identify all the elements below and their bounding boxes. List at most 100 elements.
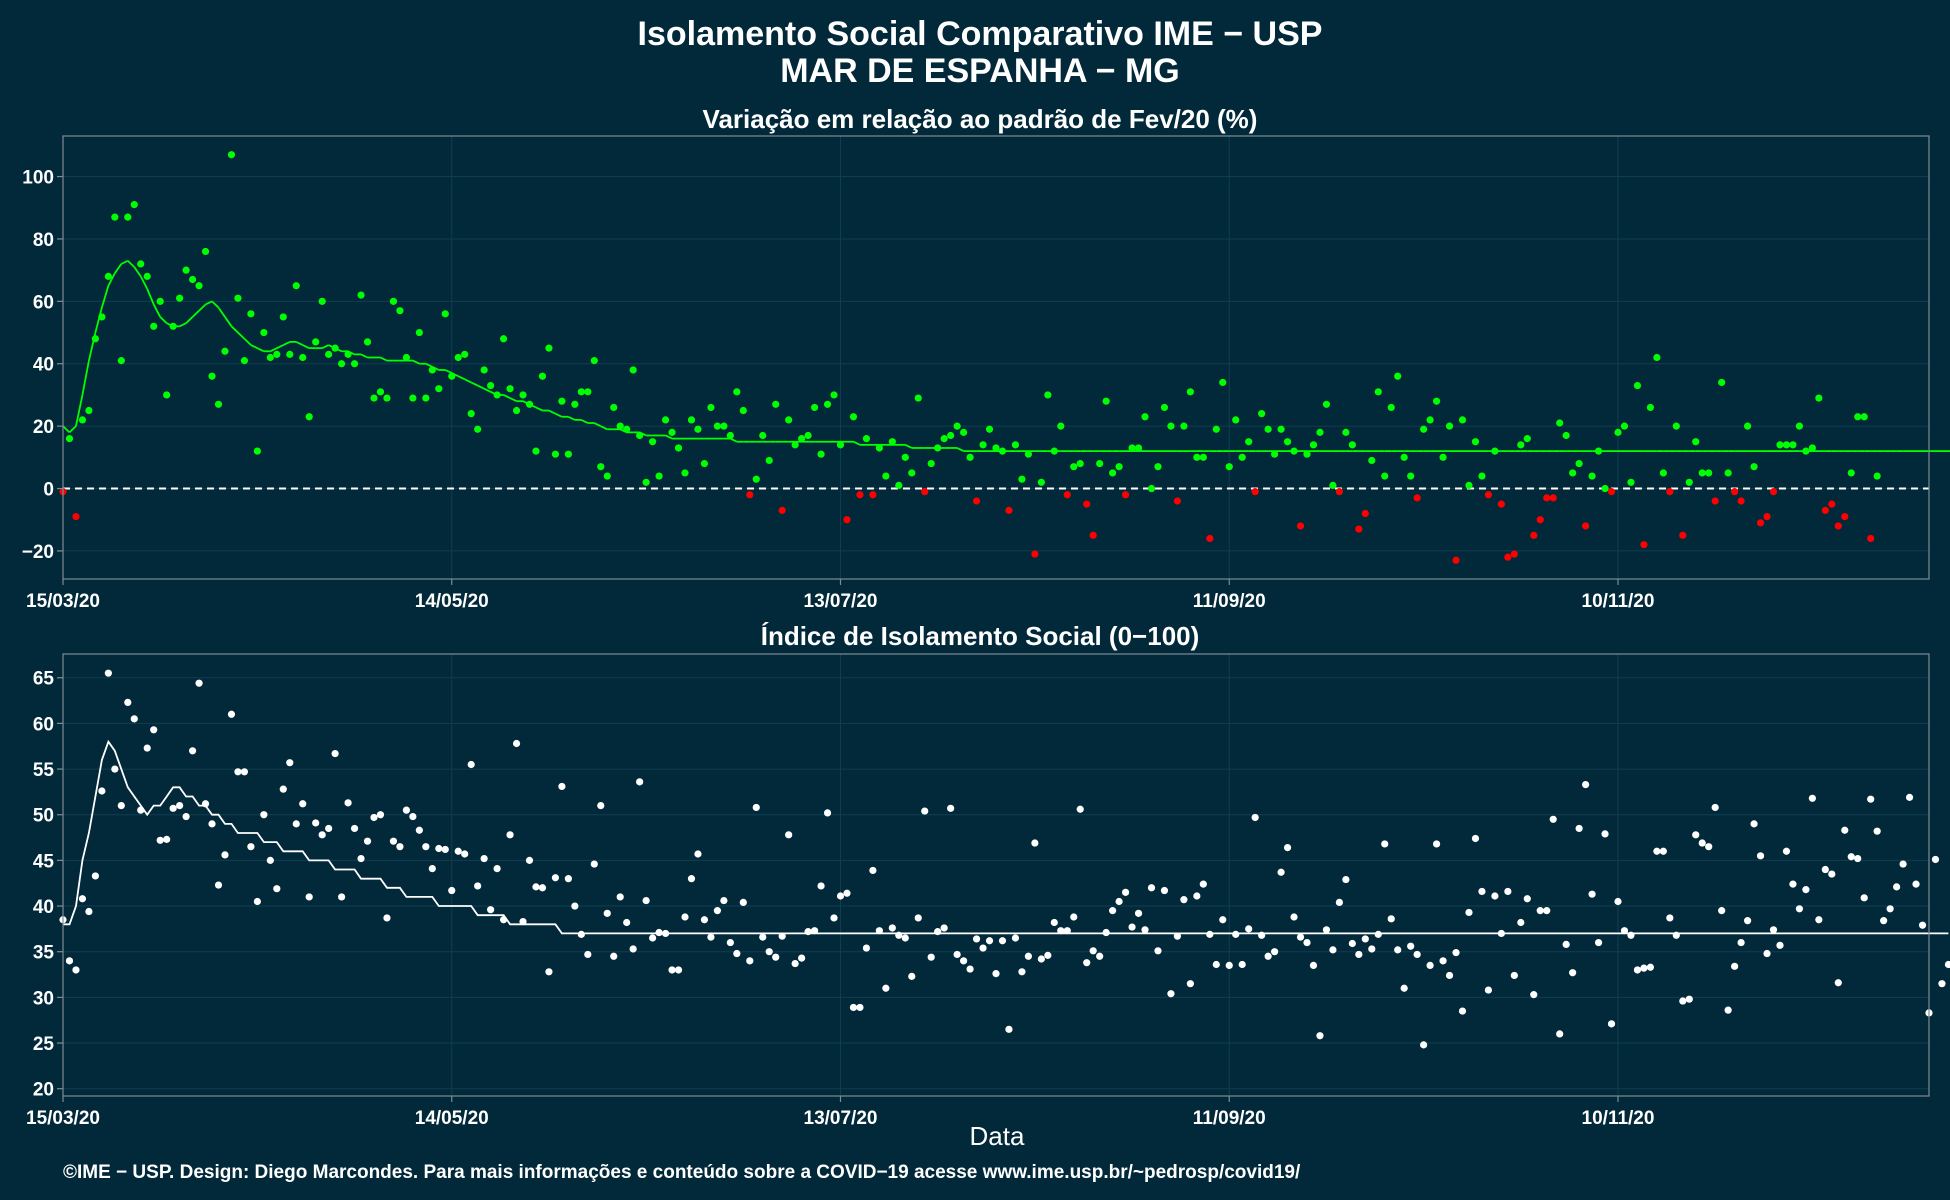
- index-point: [1329, 946, 1337, 954]
- rolling-mean-segment: [580, 419, 589, 424]
- index-point: [1251, 813, 1259, 822]
- rolling-mean-segment: [567, 415, 576, 421]
- index-point: [1309, 961, 1318, 970]
- index-point: [1549, 815, 1557, 823]
- variation-point: [584, 388, 592, 396]
- rolling-mean-segment: [146, 288, 155, 305]
- variation-point: [1050, 447, 1058, 455]
- index-point: [208, 820, 216, 828]
- variation-point: [649, 438, 657, 446]
- index-point: [1413, 950, 1421, 959]
- index-point: [1063, 927, 1071, 935]
- index-point: [1478, 887, 1486, 896]
- index-point: [1685, 995, 1693, 1003]
- index-point: [869, 866, 877, 875]
- index-point: [1361, 935, 1369, 943]
- panel2-rolling-mean: [63, 739, 1949, 935]
- variation-point: [1154, 463, 1162, 471]
- variation-point: [98, 313, 106, 321]
- y-tick-label: 100: [22, 168, 54, 189]
- variation-point: [1711, 497, 1719, 505]
- rolling-mean-segment: [483, 387, 492, 393]
- index-point: [752, 803, 760, 812]
- variation-point: [687, 416, 696, 424]
- index-point: [1167, 990, 1175, 998]
- rolling-mean-segment: [457, 375, 466, 381]
- index-point: [1128, 923, 1136, 931]
- index-point: [1640, 964, 1648, 972]
- variation-point: [383, 394, 391, 402]
- rolling-mean-segment: [237, 331, 246, 340]
- y-tick-label: 25: [33, 1034, 55, 1055]
- variation-point: [350, 360, 359, 368]
- index-point: [603, 909, 611, 917]
- index-point: [1484, 986, 1493, 994]
- variation-point: [1484, 491, 1493, 499]
- rolling-mean-segment: [62, 425, 71, 434]
- index-point: [1601, 830, 1609, 838]
- variation-point: [1620, 422, 1629, 430]
- index-point: [921, 807, 929, 815]
- variation-point: [357, 291, 365, 299]
- index-point: [759, 933, 767, 941]
- index-point: [1452, 949, 1460, 957]
- variation-point: [137, 260, 145, 268]
- variation-point: [1394, 372, 1402, 380]
- index-point: [1607, 1020, 1616, 1028]
- index-point: [830, 914, 838, 922]
- variation-point: [1776, 441, 1784, 449]
- variation-point: [810, 403, 819, 412]
- rolling-mean-segment: [230, 325, 239, 334]
- index-point: [506, 831, 514, 839]
- y-tick-label: 20: [33, 417, 54, 438]
- index-point: [1743, 917, 1752, 925]
- index-point: [895, 931, 903, 939]
- variation-point: [1815, 394, 1823, 402]
- variation-point: [1562, 431, 1570, 440]
- rolling-mean-segment: [600, 425, 608, 431]
- x-tick-label: 15/03/20: [26, 1108, 100, 1129]
- y-tick-label: 0: [43, 480, 54, 501]
- index-point: [1439, 957, 1447, 965]
- variation-point: [1031, 550, 1039, 558]
- variation-point: [895, 481, 903, 490]
- variation-point: [1510, 550, 1518, 558]
- panel1-grid: [62, 136, 1929, 579]
- variation-point: [746, 491, 754, 499]
- index-point: [1193, 892, 1201, 900]
- variation-point: [1219, 378, 1227, 387]
- variation-point: [616, 422, 624, 430]
- variation-point: [1232, 416, 1240, 424]
- variation-point: [830, 391, 838, 399]
- index-point: [1238, 960, 1246, 969]
- index-point: [1718, 907, 1726, 915]
- index-point: [629, 945, 637, 953]
- index-point: [1880, 917, 1888, 925]
- index-point: [785, 831, 793, 839]
- variation-point: [1348, 441, 1356, 449]
- variation-point: [804, 431, 812, 440]
- index-point: [435, 844, 443, 853]
- index-point: [422, 843, 430, 851]
- index-point: [1672, 931, 1680, 939]
- variation-point: [448, 372, 456, 380]
- rolling-mean-segment: [555, 412, 563, 418]
- panel1-title: Variação em relação ao padrão de Fev/20 …: [703, 104, 1258, 134]
- index-point: [545, 968, 553, 976]
- index-point: [1795, 905, 1804, 913]
- variation-point: [674, 444, 683, 452]
- rolling-mean-segment: [205, 300, 213, 306]
- variation-point: [655, 472, 663, 480]
- index-point: [1789, 880, 1797, 888]
- index-point: [914, 914, 922, 922]
- variation-point: [260, 328, 268, 337]
- index-point: [1705, 843, 1713, 851]
- index-point: [512, 739, 521, 748]
- rolling-mean-segment: [956, 447, 964, 452]
- variation-point: [389, 297, 398, 305]
- y-tick-label: 55: [33, 760, 55, 781]
- variation-point: [1439, 453, 1447, 461]
- rolling-mean-segment: [185, 316, 194, 324]
- index-point: [1212, 960, 1220, 969]
